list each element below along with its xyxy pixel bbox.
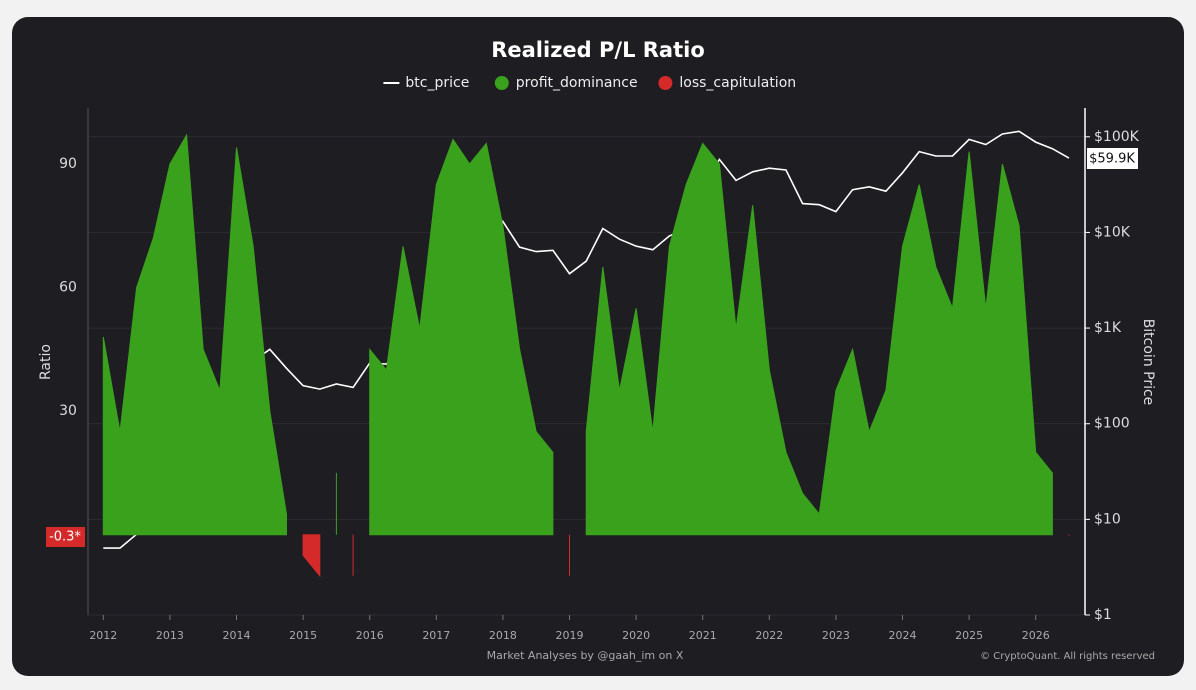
x-tick-label: 2015 xyxy=(289,629,317,642)
y-tick-label: 60 xyxy=(59,280,77,296)
x-tick-label: 2013 xyxy=(156,629,184,642)
ratio-area xyxy=(369,138,554,536)
x-tick-label: 2026 xyxy=(1022,629,1050,642)
y2-tick-label: $1 xyxy=(1094,607,1112,623)
x-tick-label: 2019 xyxy=(556,629,584,642)
footer-right: © CryptoQuant. All rights reserved xyxy=(980,651,1155,662)
x-tick-label: 2023 xyxy=(822,629,850,642)
last-price-badge xyxy=(1087,148,1138,169)
x-tick-label: 2014 xyxy=(223,629,251,642)
y2-tick-label: $100 xyxy=(1094,416,1130,432)
y2-tick-label: $1K xyxy=(1094,320,1122,336)
last-price-label: $59.9K xyxy=(1089,152,1135,167)
ratio-area xyxy=(302,534,321,578)
y-tick-label: 90 xyxy=(59,156,77,172)
legend-swatch xyxy=(658,76,673,90)
x-tick-label: 2018 xyxy=(489,629,517,642)
y-axis-label: Ratio xyxy=(38,344,54,380)
ratio-area xyxy=(585,142,1053,536)
last-ratio-badge xyxy=(46,527,85,547)
y2-tick-label: $10K xyxy=(1094,224,1131,240)
legend-label: profit_dominance xyxy=(516,75,638,91)
footer-left: Market Analyses by @gaah_im on X xyxy=(487,649,684,662)
legend-label: loss_capitulation xyxy=(679,75,796,91)
x-tick-label: 2022 xyxy=(755,629,783,642)
y2-tick-label: $100K xyxy=(1094,129,1140,145)
legend: btc_price profit_dominance loss_capitulati… xyxy=(383,75,796,91)
x-tick-label: 2012 xyxy=(89,629,117,642)
grid: 30 60 90 $1 $10 $100 $1K $10K $100K 2012 2013 2014 2… xyxy=(59,129,1140,642)
legend-swatch xyxy=(494,76,509,90)
plot xyxy=(102,130,1070,578)
y2-axis-label: Bitcoin Price xyxy=(1140,319,1156,406)
y2-tick-label: $10 xyxy=(1094,511,1121,527)
x-tick-label: 2021 xyxy=(689,629,717,642)
legend-label: btc_price xyxy=(405,75,469,91)
x-tick-label: 2024 xyxy=(889,629,917,642)
chart-title: Realized P/L Ratio xyxy=(491,38,705,62)
x-tick-label: 2016 xyxy=(356,629,384,642)
x-tick-label: 2017 xyxy=(422,629,450,642)
ratio-area xyxy=(102,133,287,536)
x-tick-label: 2025 xyxy=(955,629,983,642)
y-tick-label: 30 xyxy=(59,403,77,419)
x-tick-label: 2020 xyxy=(622,629,650,642)
last-ratio-label: -0.3* xyxy=(49,530,81,545)
